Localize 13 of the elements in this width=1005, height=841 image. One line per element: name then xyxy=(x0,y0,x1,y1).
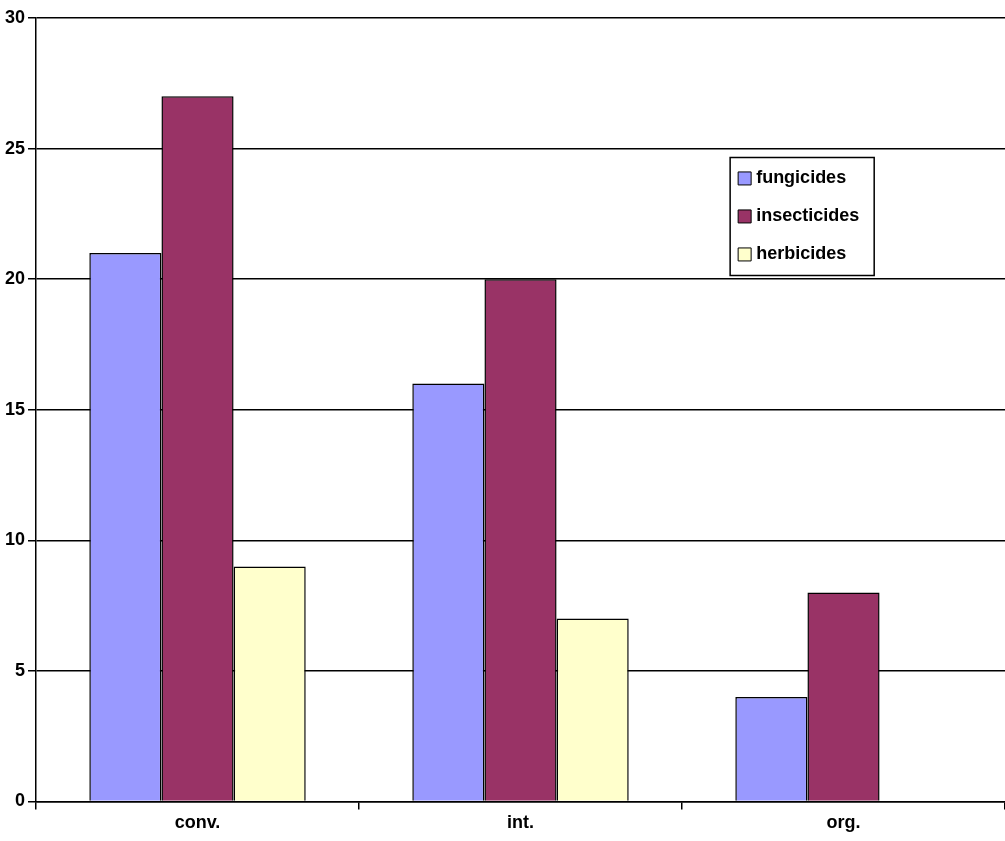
y-tick-label: 25 xyxy=(4,137,26,158)
legend-label: fungicides xyxy=(756,167,847,188)
y-tick-label: 30 xyxy=(4,6,26,27)
legend-label: insecticides xyxy=(756,205,860,226)
y-tick-label: 10 xyxy=(4,529,26,550)
y-tick-label: 20 xyxy=(4,268,26,289)
y-tick-label: 0 xyxy=(15,790,26,811)
x-tick-label: org. xyxy=(826,812,861,833)
x-tick-label: conv. xyxy=(174,812,221,833)
legend-label: herbicides xyxy=(756,243,847,264)
y-tick-label: 5 xyxy=(15,659,26,680)
x-tick-label: int. xyxy=(507,812,535,833)
y-tick-label: 15 xyxy=(4,398,26,419)
